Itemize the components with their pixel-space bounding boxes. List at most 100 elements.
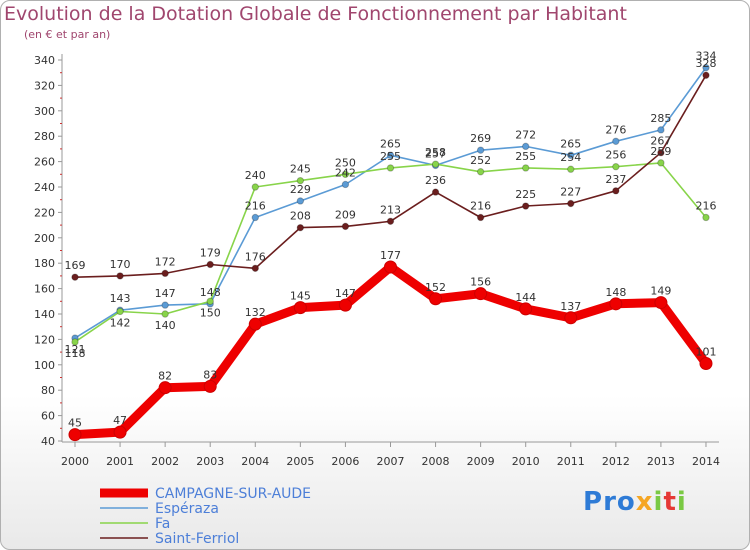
data-label-campagne: 148	[605, 286, 626, 299]
data-point-campagne	[113, 425, 127, 439]
proxiti-logo: Proxiti	[583, 487, 687, 517]
data-point-saint_ferriol	[386, 217, 395, 225]
y-tick-label: 140	[34, 308, 55, 321]
data-label-saint_ferriol: 237	[605, 173, 626, 186]
axes: 40 60 80 100 120 140 160 180 200 220 240 260 280 300 3…	[34, 54, 720, 468]
data-point-esperaza	[476, 146, 485, 154]
data-point-saint_ferriol	[116, 272, 124, 280]
data-point-campagne	[203, 379, 217, 393]
data-label-saint_ferriol: 227	[560, 186, 581, 199]
data-label-fa: 259	[650, 145, 671, 158]
data-label-fa: 240	[245, 169, 266, 182]
data-point-fa	[296, 176, 305, 185]
data-point-esperaza	[522, 142, 530, 151]
data-point-saint_ferriol	[612, 187, 620, 195]
data-label-esperaza: 147	[155, 287, 176, 300]
y-tick-label: 80	[41, 384, 55, 397]
y-tick-label: 300	[34, 105, 55, 118]
data-label-saint_ferriol: 209	[335, 208, 356, 221]
data-label-campagne: 177	[380, 249, 401, 262]
y-tick-label: 260	[34, 156, 55, 169]
data-point-fa	[702, 213, 710, 222]
data-point-esperaza	[567, 151, 575, 159]
data-label-saint_ferriol: 236	[425, 174, 446, 187]
data-point-saint_ferriol	[657, 149, 665, 157]
data-label-esperaza: 265	[560, 137, 581, 150]
data-label-fa: 258	[425, 146, 446, 159]
data-point-saint_ferriol	[206, 260, 214, 269]
data-label-esperaza: 285	[650, 112, 671, 125]
data-point-campagne	[699, 357, 713, 371]
data-label-esperaza: 229	[290, 183, 311, 196]
x-tick-label: 2006	[331, 455, 359, 468]
y-tick-label: 40	[41, 435, 55, 448]
data-point-saint_ferriol	[296, 223, 305, 232]
series-points	[68, 63, 713, 442]
data-point-saint_ferriol	[522, 202, 530, 210]
data-label-saint_ferriol: 169	[65, 259, 86, 272]
x-tick-label: 2001	[106, 455, 134, 468]
legend-label-fa: Fa	[155, 516, 170, 532]
data-point-campagne	[248, 317, 262, 331]
legend-label-campagne: CAMPAGNE-SUR-AUDE	[155, 486, 311, 502]
y-tick-label: 320	[34, 79, 55, 92]
data-label-esperaza: 334	[695, 50, 716, 63]
data-label-fa: 256	[605, 149, 626, 162]
y-tick-label: 280	[34, 130, 55, 143]
data-point-saint_ferriol	[161, 269, 169, 278]
data-point-fa	[71, 338, 79, 346]
data-point-campagne	[654, 296, 668, 310]
x-tick-label: 2010	[512, 455, 540, 468]
data-point-fa	[612, 162, 620, 171]
data-point-esperaza	[341, 180, 350, 189]
x-tick-label: 2000	[61, 455, 89, 468]
x-tick-label: 2003	[196, 455, 224, 468]
data-label-fa: 142	[110, 316, 131, 329]
y-tick-label: 100	[34, 359, 55, 372]
data-labels: 121 143 147 148 216 229 242 265 257 269 272 265 276 2…	[65, 50, 717, 430]
data-point-esperaza	[657, 126, 665, 134]
data-point-saint_ferriol	[567, 199, 575, 208]
data-point-campagne	[68, 428, 82, 442]
x-tick-label: 2012	[602, 455, 630, 468]
chart-title: Evolution de la Dotation Globale de Fonc…	[4, 3, 627, 25]
data-point-saint_ferriol	[251, 264, 259, 272]
data-label-esperaza: 269	[470, 132, 491, 145]
data-label-campagne: 137	[560, 300, 581, 313]
data-label-saint_ferriol: 176	[245, 250, 266, 263]
legend-label-saint_ferriol: Saint-Ferriol	[155, 531, 239, 547]
data-label-fa: 216	[695, 199, 716, 212]
y-tick-label: 200	[34, 232, 55, 245]
data-point-fa	[116, 307, 124, 316]
data-point-fa	[522, 164, 530, 172]
data-point-esperaza	[612, 137, 620, 145]
data-point-esperaza	[702, 63, 710, 72]
data-label-esperaza: 148	[200, 286, 221, 299]
data-point-saint_ferriol	[71, 273, 79, 281]
data-label-esperaza: 216	[245, 199, 266, 212]
data-point-campagne	[609, 297, 623, 311]
data-label-saint_ferriol: 328	[695, 57, 716, 70]
data-label-fa: 245	[290, 163, 311, 176]
chart-subtitle: (en € et par an)	[24, 28, 111, 41]
data-label-esperaza: 257	[425, 147, 446, 160]
data-point-fa	[206, 297, 214, 305]
data-label-campagne: 144	[515, 291, 536, 304]
data-point-campagne	[293, 301, 307, 315]
data-label-saint_ferriol: 225	[515, 188, 536, 201]
data-point-fa	[476, 168, 485, 176]
data-label-campagne: 149	[650, 285, 671, 298]
data-point-fa	[657, 159, 665, 167]
data-point-campagne	[429, 292, 443, 306]
data-label-campagne: 45	[68, 417, 82, 430]
data-point-campagne	[158, 381, 172, 395]
y-tick-label: 220	[34, 206, 55, 219]
y-tick-label: 180	[34, 257, 55, 270]
data-point-esperaza	[386, 151, 395, 159]
data-label-campagne: 156	[470, 276, 491, 289]
y-tick-label: 340	[34, 54, 55, 67]
x-tick-label: 2014	[692, 455, 720, 468]
x-tick-label: 2005	[286, 455, 314, 468]
data-point-esperaza	[296, 197, 305, 205]
data-point-fa	[251, 183, 259, 191]
